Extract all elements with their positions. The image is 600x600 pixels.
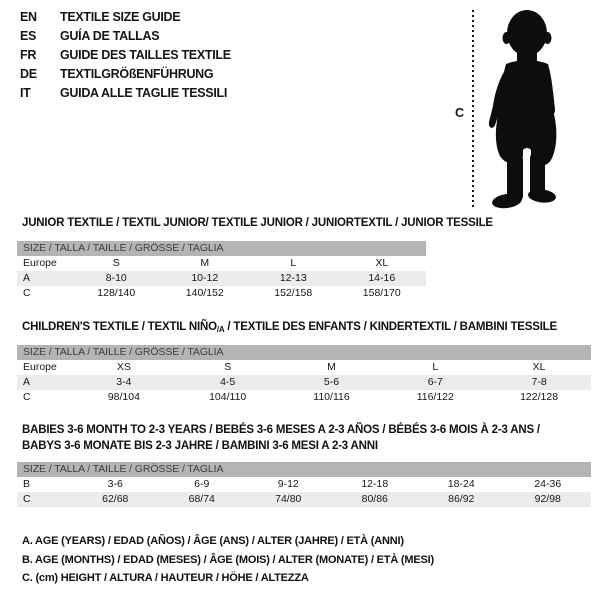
table-cell: XL (532, 361, 546, 373)
language-list: EN TEXTILE SIZE GUIDE ES GUÍA DE TALLAS … (20, 8, 231, 103)
table-cell: S (112, 257, 120, 269)
table-cell: 158/170 (362, 287, 401, 299)
row-label: B (23, 478, 31, 490)
table-cell: XS (116, 361, 131, 373)
height-measure-label: C (455, 106, 465, 120)
babies-size-bar: SIZE / TALLA / TAILLE / GRÖSSE / TAGLIA (17, 462, 591, 477)
table-cell: 116/122 (416, 391, 454, 403)
babies-table-heading: BABIES 3-6 MONTH TO 2-3 YEARS / BEBÉS 3-… (22, 422, 582, 454)
children-heading-subscript: /A (216, 325, 225, 334)
language-title: GUÍA DE TALLAS (60, 29, 160, 43)
language-row-es: ES GUÍA DE TALLAS (20, 27, 231, 46)
language-title: GUIDA ALLE TAGLIE TESSILI (60, 86, 228, 100)
table-cell: L (290, 257, 297, 269)
height-dotted-line (472, 10, 474, 208)
note-height-cm: C. (cm) HEIGHT / ALTURA / HAUTEUR / HÖHE… (22, 572, 309, 584)
row-label: Europe (23, 257, 57, 269)
children-heading-suffix: / TEXTILE DES ENFANTS / KINDERTEXTIL / B… (224, 321, 557, 333)
language-code: ES (20, 29, 37, 43)
language-row-de: DE TEXTILGRÖßENFÜHRUNG (20, 65, 231, 84)
table-cell: 62/68 (102, 493, 129, 505)
language-row-it: IT GUIDA ALLE TAGLIE TESSILI (20, 84, 231, 103)
children-size-table: SIZE / TALLA / TAILLE / GRÖSSE / TAGLIA … (17, 345, 591, 405)
row-label: C (23, 287, 31, 299)
table-row: Europe XS S M L XL (17, 360, 591, 375)
table-cell: 110/116 (313, 391, 350, 403)
language-title: TEXTILGRÖßENFÜHRUNG (60, 67, 214, 81)
babies-size-table: SIZE / TALLA / TAILLE / GRÖSSE / TAGLIA … (17, 462, 591, 507)
table-row: A 3-4 4-5 5-6 6-7 7-8 (17, 375, 591, 390)
table-cell: 6-7 (427, 376, 443, 388)
table-cell: S (224, 361, 232, 373)
table-cell: 152/158 (274, 287, 313, 299)
table-cell: 12-18 (361, 478, 389, 490)
children-heading-prefix: CHILDREN'S TEXTILE / TEXTIL NIÑO (22, 321, 217, 333)
table-cell: 5-6 (323, 376, 340, 388)
table-cell: 24-36 (534, 478, 562, 490)
table-cell: 68/74 (188, 493, 215, 505)
table-cell: 140/152 (185, 287, 224, 299)
table-cell: 3-6 (107, 478, 123, 490)
children-table-heading: CHILDREN'S TEXTILE / TEXTIL NIÑO/A / TEX… (22, 321, 557, 334)
language-row-en: EN TEXTILE SIZE GUIDE (20, 8, 231, 27)
table-row: Europe S M L XL (17, 256, 426, 271)
table-cell: 128/140 (97, 287, 136, 299)
table-row: C 98/104 104/110 110/116 116/122 122/128 (17, 390, 591, 405)
language-title: GUIDE DES TAILLES TEXTILE (60, 48, 231, 62)
row-label: A (23, 376, 31, 388)
table-cell: L (432, 361, 439, 373)
table-cell: M (327, 361, 336, 373)
toddler-silhouette-image (488, 10, 557, 209)
language-title: TEXTILE SIZE GUIDE (60, 10, 181, 24)
children-size-bar: SIZE / TALLA / TAILLE / GRÖSSE / TAGLIA (17, 345, 591, 360)
table-cell: M (200, 257, 210, 269)
language-code: EN (20, 10, 37, 24)
language-code: FR (20, 48, 37, 62)
table-cell: XL (375, 257, 389, 269)
row-label: C (23, 493, 31, 505)
table-cell: 122/128 (520, 391, 559, 403)
table-cell: 14-16 (368, 272, 396, 284)
table-cell: 18-24 (447, 478, 475, 490)
table-cell: 12-13 (279, 272, 307, 284)
row-label: C (23, 391, 31, 403)
table-row: B 3-6 6-9 9-12 12-18 18-24 24-36 (17, 477, 591, 492)
table-cell: 98/104 (107, 391, 140, 403)
junior-size-table: SIZE / TALLA / TAILLE / GRÖSSE / TAGLIA … (17, 241, 426, 301)
table-cell: 8-10 (105, 272, 127, 284)
row-label: Europe (23, 361, 57, 373)
table-row: A 8-10 10-12 12-13 14-16 (17, 271, 426, 286)
table-cell: 80/86 (361, 493, 388, 505)
junior-size-bar: SIZE / TALLA / TAILLE / GRÖSSE / TAGLIA (17, 241, 426, 256)
table-row: C 128/140 140/152 152/158 158/170 (17, 286, 426, 301)
table-cell: 6-9 (194, 478, 210, 490)
note-age-months: B. AGE (MONTHS) / EDAD (MESES) / ÂGE (MO… (22, 553, 434, 566)
table-row: C 62/68 68/74 74/80 80/86 86/92 92/98 (17, 492, 591, 507)
table-cell: 4-5 (220, 376, 236, 388)
table-cell: 86/92 (448, 493, 475, 505)
language-code: IT (20, 86, 31, 100)
junior-table-heading: JUNIOR TEXTILE / TEXTIL JUNIOR/ TEXTILE … (22, 217, 493, 229)
language-code: DE (20, 67, 37, 81)
table-cell: 74/80 (275, 493, 302, 505)
table-cell: 92/98 (534, 493, 561, 505)
table-cell: 10-12 (191, 272, 219, 284)
table-cell: 3-4 (116, 376, 132, 388)
note-age-years: A. AGE (YEARS) / EDAD (AÑOS) / ÂGE (ANS)… (22, 535, 404, 547)
table-cell: 104/110 (209, 391, 247, 403)
table-cell: 9-12 (277, 478, 299, 490)
babies-heading-line2: BABYS 3-6 MONATE BIS 2-3 JAHRE / BAMBINI… (22, 440, 378, 452)
legend-notes: A. AGE (YEARS) / EDAD (AÑOS) / ÂGE (ANS)… (22, 532, 434, 588)
babies-heading-line1: BABIES 3-6 MONTH TO 2-3 YEARS / BEBÉS 3-… (22, 424, 540, 436)
row-label: A (23, 272, 31, 284)
language-row-fr: FR GUIDE DES TAILLES TEXTILE (20, 46, 231, 65)
table-cell: 7-8 (531, 376, 547, 388)
